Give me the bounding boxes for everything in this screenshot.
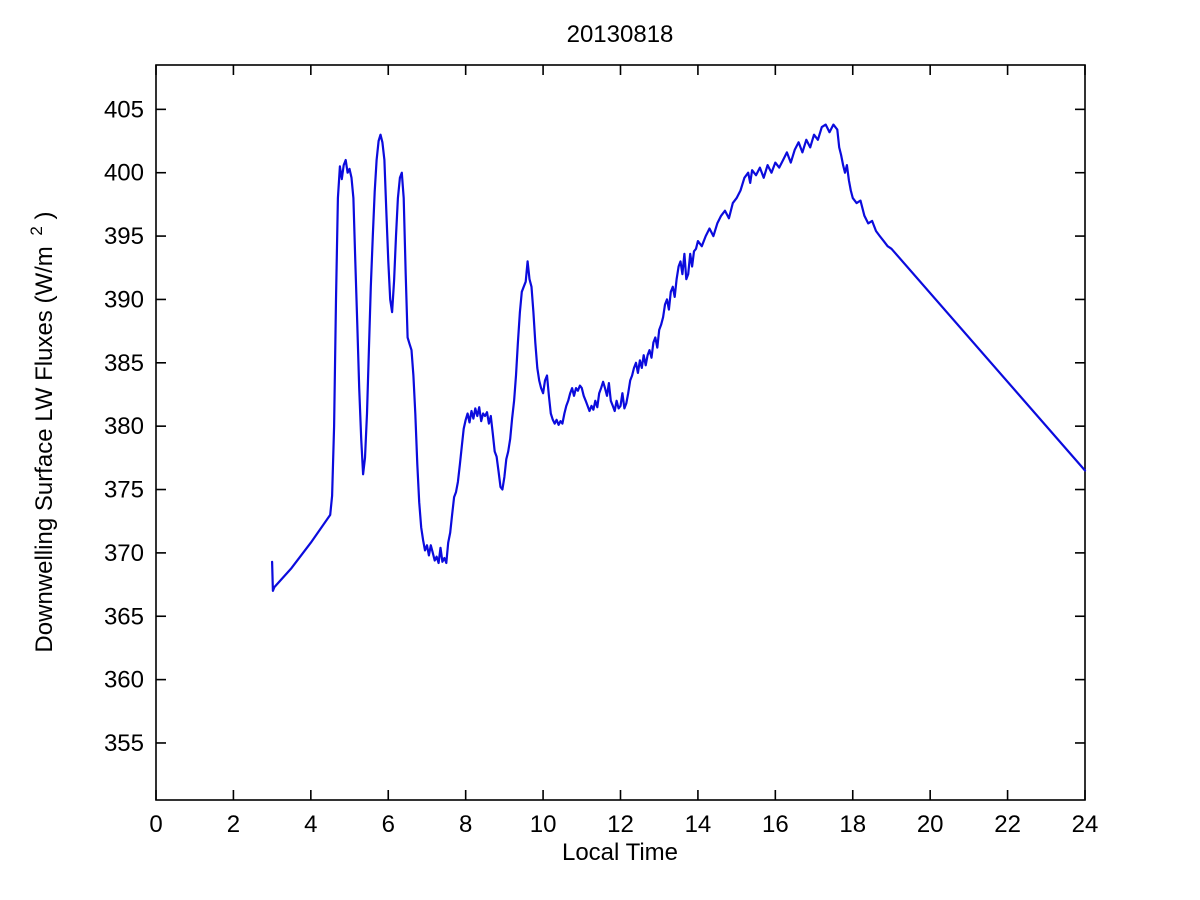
y-tick-label: 390 xyxy=(104,286,144,313)
y-axis: 355 360 365 370 375 380 385 390 395 400 405 xyxy=(104,96,1085,757)
y-axis-label: Downwelling Surface LW Fluxes (W/m 2 ) xyxy=(21,211,58,652)
x-tick-label: 12 xyxy=(607,811,634,838)
y-tick-label: 400 xyxy=(104,160,144,187)
y-tick-label: 370 xyxy=(104,540,144,567)
y-axis-label-superscript: 2 xyxy=(27,226,46,235)
y-tick-label: 380 xyxy=(104,413,144,440)
x-axis: 0 2 4 6 8 10 12 14 16 18 20 22 24 xyxy=(149,65,1098,838)
y-axis-label-close: ) xyxy=(31,211,58,219)
x-tick-label: 4 xyxy=(304,811,317,838)
x-tick-label: 18 xyxy=(839,811,866,838)
data-line xyxy=(271,123,1087,593)
y-tick-label: 365 xyxy=(104,603,144,630)
y-tick-label: 395 xyxy=(104,223,144,250)
y-tick-label: 355 xyxy=(104,730,144,757)
x-tick-label: 8 xyxy=(459,811,472,838)
y-tick-label: 385 xyxy=(104,350,144,377)
x-axis-label: Local Time xyxy=(562,839,678,866)
x-tick-label: 16 xyxy=(762,811,789,838)
y-tick-label: 375 xyxy=(104,477,144,504)
x-tick-label: 6 xyxy=(382,811,395,838)
y-tick-label: 405 xyxy=(104,96,144,123)
x-tick-label: 2 xyxy=(227,811,240,838)
axes-frame xyxy=(155,64,1086,801)
flux-line xyxy=(271,123,1087,593)
y-tick-label: 360 xyxy=(104,667,144,694)
x-tick-label: 20 xyxy=(917,811,944,838)
x-tick-label: 22 xyxy=(994,811,1021,838)
y-axis-label-text: Downwelling Surface LW Fluxes (W/m xyxy=(31,246,58,652)
x-tick-label: 0 xyxy=(149,811,162,838)
x-tick-label: 24 xyxy=(1072,811,1099,838)
x-tick-label: 14 xyxy=(685,811,712,838)
x-tick-label: 10 xyxy=(530,811,557,838)
chart-title: 20130818 xyxy=(567,21,674,48)
plot-box xyxy=(155,64,1086,801)
